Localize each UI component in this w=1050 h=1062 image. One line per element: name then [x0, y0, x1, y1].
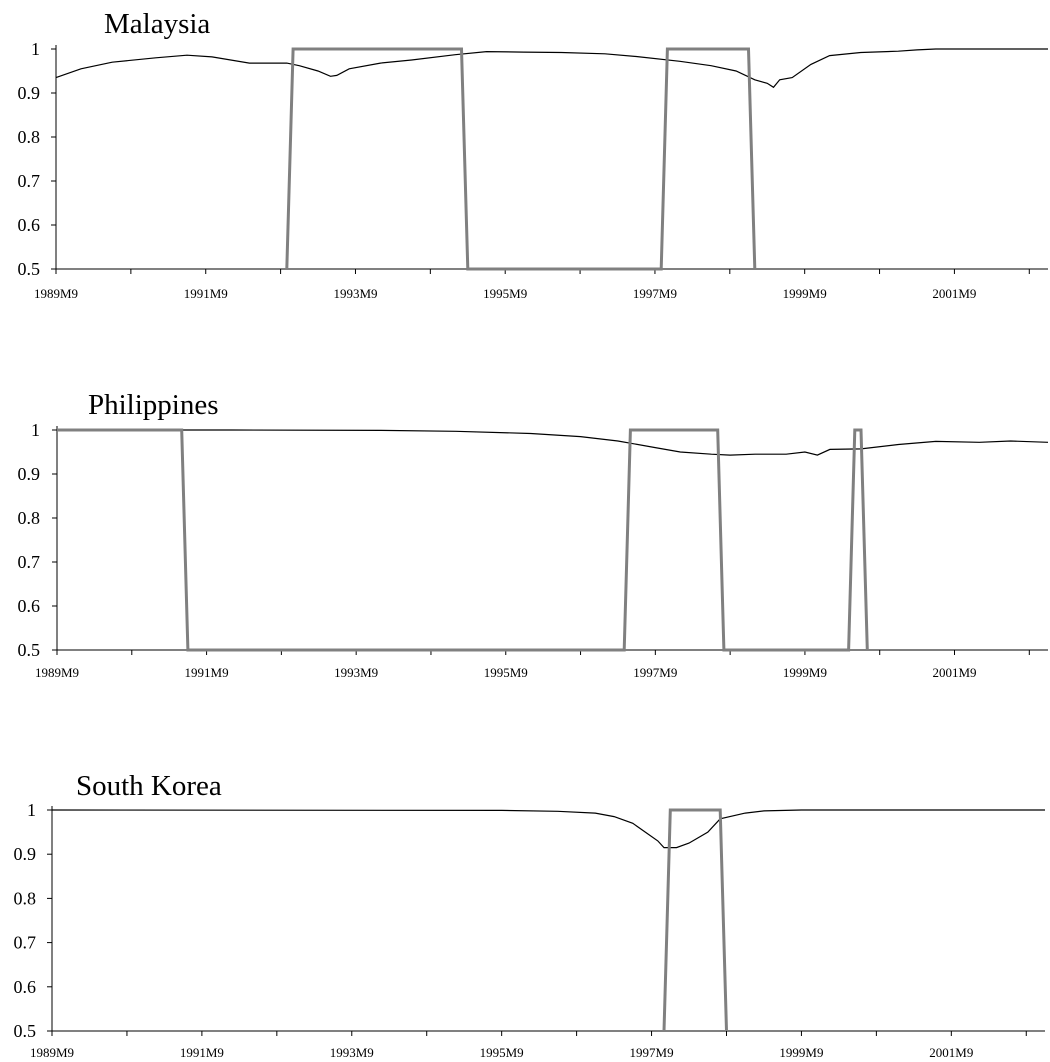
y-tick-label: 1	[31, 420, 40, 440]
chart-panel-0: Malaysia 0.5 0.6 0.7 0.8 0.9 1 1989M9 1991M9 1993…	[18, 8, 1048, 301]
chart-title: South Korea	[76, 770, 222, 802]
regime-indicator-line	[285, 47, 757, 271]
x-tick-label: 1989M9	[35, 665, 79, 680]
x-tick-label: 1997M9	[633, 665, 677, 680]
y-tick-label: 1	[27, 800, 36, 820]
y-tick-label: 0.8	[18, 508, 41, 528]
y-tick-label: 0.8	[18, 127, 41, 147]
regime-indicator-line	[662, 808, 728, 1032]
x-tick-label: 1999M9	[783, 286, 827, 301]
y-tick-label: 0.6	[18, 596, 41, 616]
x-tick-label: 2001M9	[932, 286, 976, 301]
probability-line	[57, 429, 1049, 456]
x-tick-label: 1991M9	[185, 665, 229, 680]
x-tick-label: 1999M9	[779, 1045, 823, 1060]
probability-line	[55, 48, 1048, 89]
y-tick-label: 0.6	[18, 215, 41, 235]
x-tick-label: 1989M9	[34, 286, 78, 301]
probability-line	[51, 809, 1045, 849]
x-tick-label: 1997M9	[630, 1045, 674, 1060]
x-tick-label: 2001M9	[932, 665, 976, 680]
x-tick-label: 1993M9	[334, 665, 378, 680]
x-tick-label: 1997M9	[633, 286, 677, 301]
chart-panel-1: Philippines 0.5 0.6 0.7 0.8 0.9 1 1989M9 1991M9 1…	[18, 389, 1049, 680]
y-tick-label: 0.7	[14, 933, 37, 953]
y-tick-label: 0.9	[18, 83, 41, 103]
x-tick-label: 1993M9	[333, 286, 377, 301]
x-tick-label: 1991M9	[180, 1045, 224, 1060]
y-tick-label: 1	[31, 39, 40, 59]
x-tick-label: 1999M9	[783, 665, 827, 680]
chart-title: Philippines	[88, 389, 219, 421]
chart-title: Malaysia	[104, 8, 210, 40]
x-tick-label: 1995M9	[484, 665, 528, 680]
x-tick-label: 1991M9	[184, 286, 228, 301]
x-tick-label: 1995M9	[480, 1045, 524, 1060]
regime-indicator-line	[57, 428, 869, 652]
y-tick-label: 0.5	[18, 640, 41, 660]
x-tick-label: 2001M9	[929, 1045, 973, 1060]
y-tick-label: 0.7	[18, 171, 41, 191]
y-tick-label: 0.5	[18, 259, 41, 279]
x-tick-label: 1995M9	[483, 286, 527, 301]
y-tick-label: 0.9	[18, 464, 41, 484]
y-tick-label: 0.8	[14, 888, 37, 908]
x-tick-label: 1993M9	[330, 1045, 374, 1060]
y-tick-label: 0.7	[18, 552, 41, 572]
x-tick-label: 1989M9	[30, 1045, 74, 1060]
y-tick-label: 0.6	[14, 977, 37, 997]
chart-panel-2: South Korea 0.5 0.6 0.7 0.8 0.9 1 1989M9 1991M9 1…	[14, 770, 1045, 1060]
y-tick-label: 0.9	[14, 844, 37, 864]
y-tick-label: 0.5	[14, 1021, 37, 1041]
